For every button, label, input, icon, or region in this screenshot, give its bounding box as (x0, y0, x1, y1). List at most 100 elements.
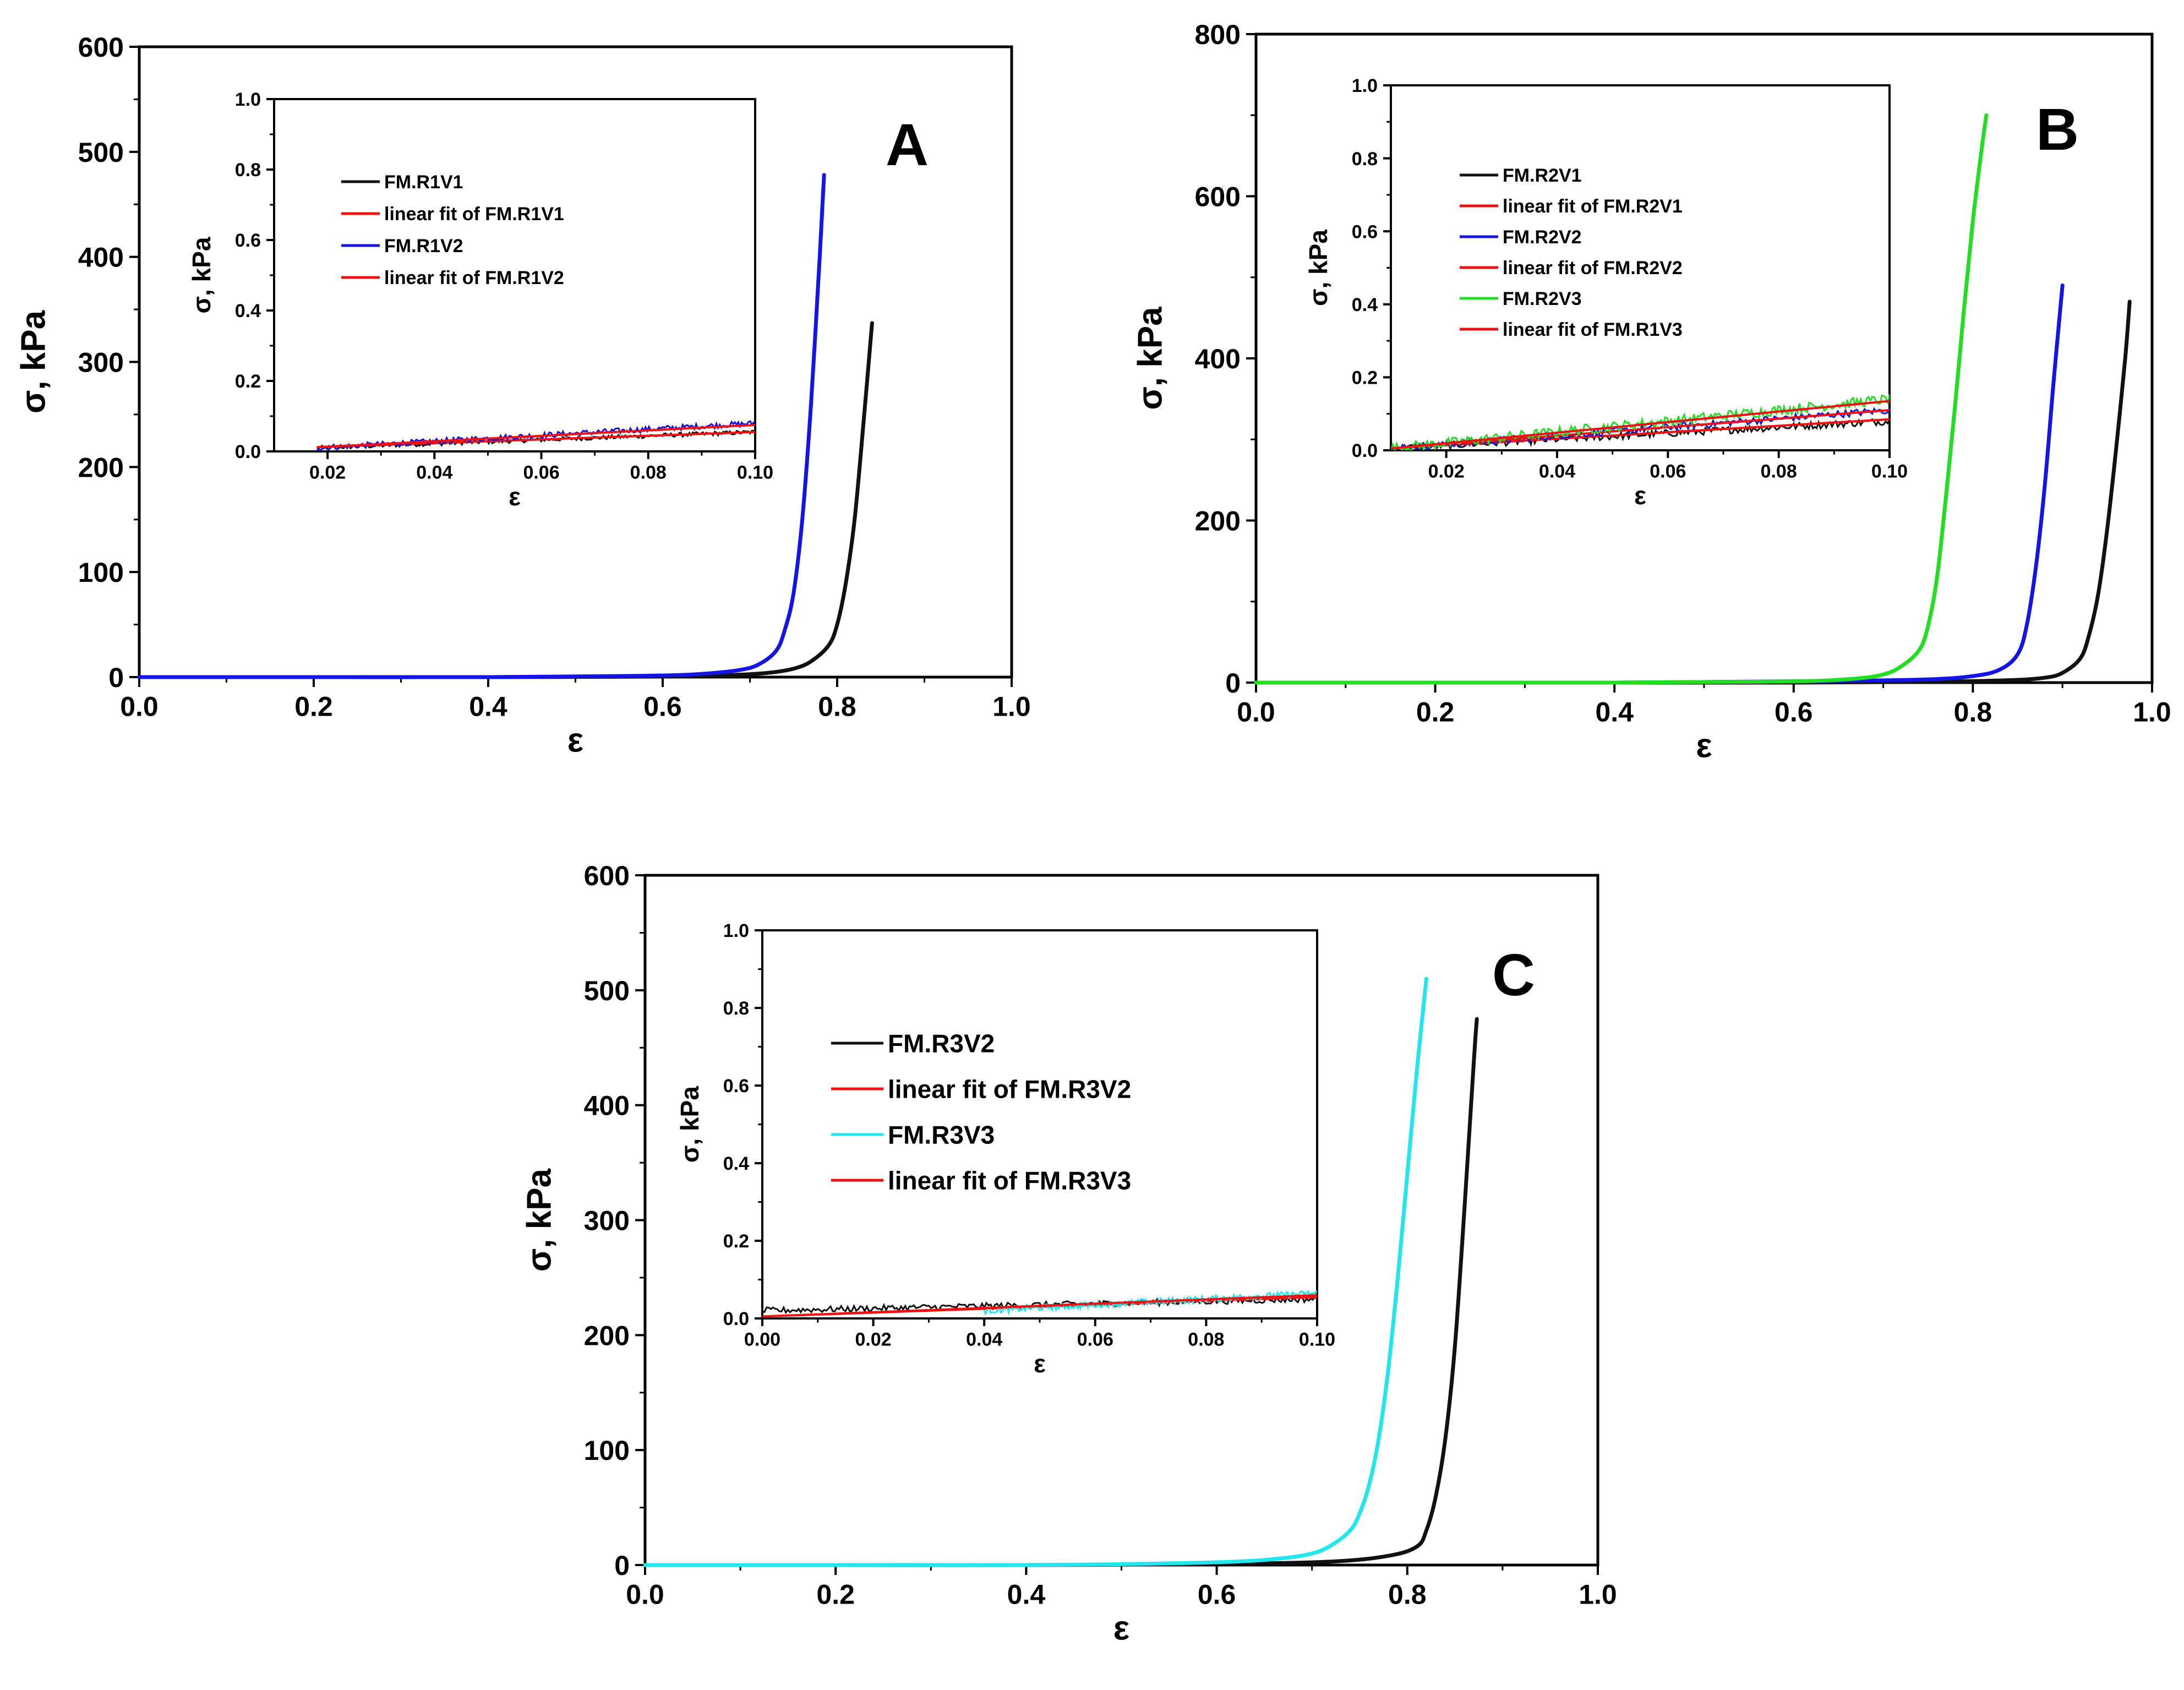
panel-c-ytick-label: 600 (584, 860, 630, 891)
panel-a-inset-xtick-label: 0.04 (416, 462, 452, 483)
panel-b-inset-xtick-label: 0.08 (1761, 461, 1797, 482)
panel-b-inset-series-fm-r2v3 (1391, 394, 1890, 450)
panel-a-ytick-label: 600 (78, 32, 124, 63)
panel-c-inset-xtick-label: 0.02 (855, 1329, 892, 1350)
panel-a-xlabel: ε (567, 722, 583, 760)
panel-a-ytick-label: 200 (78, 452, 124, 483)
panel-c-inset-ytick-label: 0.6 (723, 1076, 749, 1097)
panel-a-inset-frame (273, 98, 756, 453)
panel-a-inset-xtick-label: 0.06 (523, 462, 559, 483)
panel-c-inset-series-fm-r3v2 (762, 1295, 1317, 1315)
panel-a-ytick-label: 400 (78, 242, 124, 273)
panel-c-series-fm-r3v3 (643, 977, 1428, 1567)
panel-c-inset-xlabel: ε (1034, 1349, 1046, 1378)
panel-a-inset-ytick-label: 0.2 (235, 371, 261, 392)
panel-a-ylabel: σ, kPa (14, 310, 52, 413)
panel-c-inset-series-linear-fit-of-fm-r3v3 (762, 1294, 1317, 1318)
panel-c-xlabel: ε (1113, 1610, 1129, 1648)
panel-a-legend-label: FM.R1V2 (384, 236, 463, 257)
panel-a-legend-label: FM.R1V1 (384, 172, 463, 193)
panel-c-legend-label: FM.R3V3 (888, 1121, 995, 1149)
panel-b-legend-label: FM.R2V3 (1503, 288, 1582, 309)
panel-a-inset-ytick-label: 0.6 (235, 230, 261, 251)
panel-b-series-fm-r2v3 (1254, 113, 1989, 685)
panel-c-letter: C (1492, 941, 1535, 1008)
panel-b-inset-ytick-label: 0.4 (1352, 295, 1378, 315)
panel-b-inset-series-linear-fit-of-fm-r1v3 (1391, 400, 1890, 450)
panel-b-inset-ytick-label: 0.2 (1352, 368, 1378, 389)
panel-b-legend-label: FM.R2V1 (1503, 165, 1582, 186)
panel-a-ytick-label: 500 (78, 137, 124, 168)
panel-c-inset-ytick-label: 0.8 (723, 998, 749, 1019)
panel-a-xtick-label: 1.0 (992, 691, 1031, 722)
panel-a-series-fm-r1v2 (137, 173, 826, 679)
panel-c-inset-xtick-label: 0.04 (966, 1329, 1002, 1350)
panel-c-legend-label: linear fit of FM.R3V2 (888, 1075, 1131, 1104)
panel-b-inset-ytick-label: 0.0 (1352, 440, 1378, 461)
panel-b-xtick-label: 1.0 (2133, 697, 2171, 728)
panel-b-xtick-label: 0.6 (1774, 697, 1813, 728)
panel-a-inset-ytick-label: 0.0 (235, 441, 261, 462)
panel-a-xtick-label: 0.0 (120, 691, 159, 722)
panel-b-inset-xtick-label: 0.02 (1428, 461, 1465, 482)
panel-b-inset-xtick-label: 0.04 (1539, 461, 1575, 482)
panel-c-xtick-label: 0.2 (816, 1579, 855, 1610)
panel-c-inset-xtick-label: 0.10 (1299, 1329, 1335, 1350)
panel-c-legend-label: FM.R3V2 (888, 1029, 995, 1058)
panel-a-inset-series-linear-fit-of-fm-r1v1 (316, 430, 755, 449)
panel-c-inset-ytick-label: 0.4 (723, 1153, 749, 1174)
panel-b-ytick-label: 0 (1225, 668, 1241, 699)
panel-b-inset-xtick-label: 0.10 (1871, 461, 1908, 482)
panel-c-inset-ylabel: σ, kPa (675, 1086, 704, 1163)
panel-a-xtick-label: 0.4 (469, 691, 507, 722)
panel-c-ytick-label: 0 (614, 1550, 630, 1581)
panel-b-legend-label: linear fit of FM.R2V2 (1503, 258, 1683, 279)
panel-a-ytick-label: 0 (108, 662, 124, 693)
panel-b-ytick-label: 200 (1195, 506, 1241, 537)
panel-b-xtick-label: 0.8 (1954, 697, 1992, 728)
panel-a-xtick-label: 0.6 (643, 691, 682, 722)
panel-c-inset-ytick-label: 1.0 (723, 920, 749, 941)
panel-c-ytick-label: 300 (584, 1206, 630, 1236)
panel-c-ytick-label: 400 (584, 1091, 630, 1121)
panel-b-ytick-label: 800 (1195, 19, 1241, 50)
panel-b-inset-ytick-label: 1.0 (1352, 75, 1378, 96)
panel-c-legend-label: linear fit of FM.R3V3 (888, 1166, 1131, 1195)
panel-a-inset-ytick-label: 0.8 (235, 160, 261, 181)
panel-b-xlabel: ε (1696, 727, 1712, 765)
panel-c-xtick-label: 0.4 (1007, 1579, 1046, 1610)
panel-c-inset-ytick-label: 0.2 (723, 1231, 749, 1252)
panel-a-inset-xtick-label: 0.02 (309, 462, 346, 483)
panel-a-legend-label: linear fit of FM.R1V2 (384, 268, 564, 288)
panel-b-inset-series-fm-r2v1 (1391, 418, 1890, 450)
panel-c-xtick-label: 0.8 (1388, 1579, 1427, 1610)
panel-b-inset-xlabel: ε (1634, 481, 1646, 510)
panel-b-xtick-label: 0.4 (1595, 697, 1634, 728)
panel-c-ytick-label: 500 (584, 975, 630, 1006)
panel-c-xtick-label: 1.0 (1579, 1579, 1617, 1610)
panel-b-legend-label: FM.R2V2 (1503, 227, 1582, 248)
panel-b-inset-xtick-label: 0.06 (1650, 461, 1686, 482)
panel-b-ytick-label: 400 (1195, 344, 1241, 374)
panel-b-inset-ytick-label: 0.8 (1352, 149, 1378, 170)
panel-c-xtick-label: 0.0 (626, 1579, 664, 1610)
panel-a-inset-xtick-label: 0.10 (737, 462, 773, 483)
panel-a-inset-xlabel: ε (509, 482, 521, 511)
panel-b-ylabel: σ, kPa (1131, 307, 1169, 410)
panel-c-ylabel: σ, kPa (520, 1168, 558, 1272)
panel-c-inset-xtick-label: 0.00 (744, 1329, 780, 1350)
panel-b-xtick-label: 0.0 (1237, 697, 1275, 728)
panel-a-xtick-label: 0.8 (818, 691, 856, 722)
panel-c-inset-xtick-label: 0.06 (1077, 1329, 1113, 1350)
panel-a-ytick-label: 100 (78, 557, 124, 588)
panel-c-ytick-label: 200 (584, 1320, 630, 1351)
panel-b-legend-label: linear fit of FM.R1V3 (1503, 319, 1683, 340)
panel-a-inset-xtick-label: 0.08 (630, 462, 667, 483)
panel-b-legend-label: linear fit of FM.R2V1 (1503, 196, 1683, 217)
panel-b-xtick-label: 0.2 (1416, 697, 1455, 728)
panel-a-legend-label: linear fit of FM.R1V1 (384, 204, 564, 225)
panel-c-inset-frame (761, 929, 1318, 1320)
panel-b-ytick-label: 600 (1195, 182, 1241, 212)
panel-c-inset-ytick-label: 0.0 (723, 1309, 749, 1329)
